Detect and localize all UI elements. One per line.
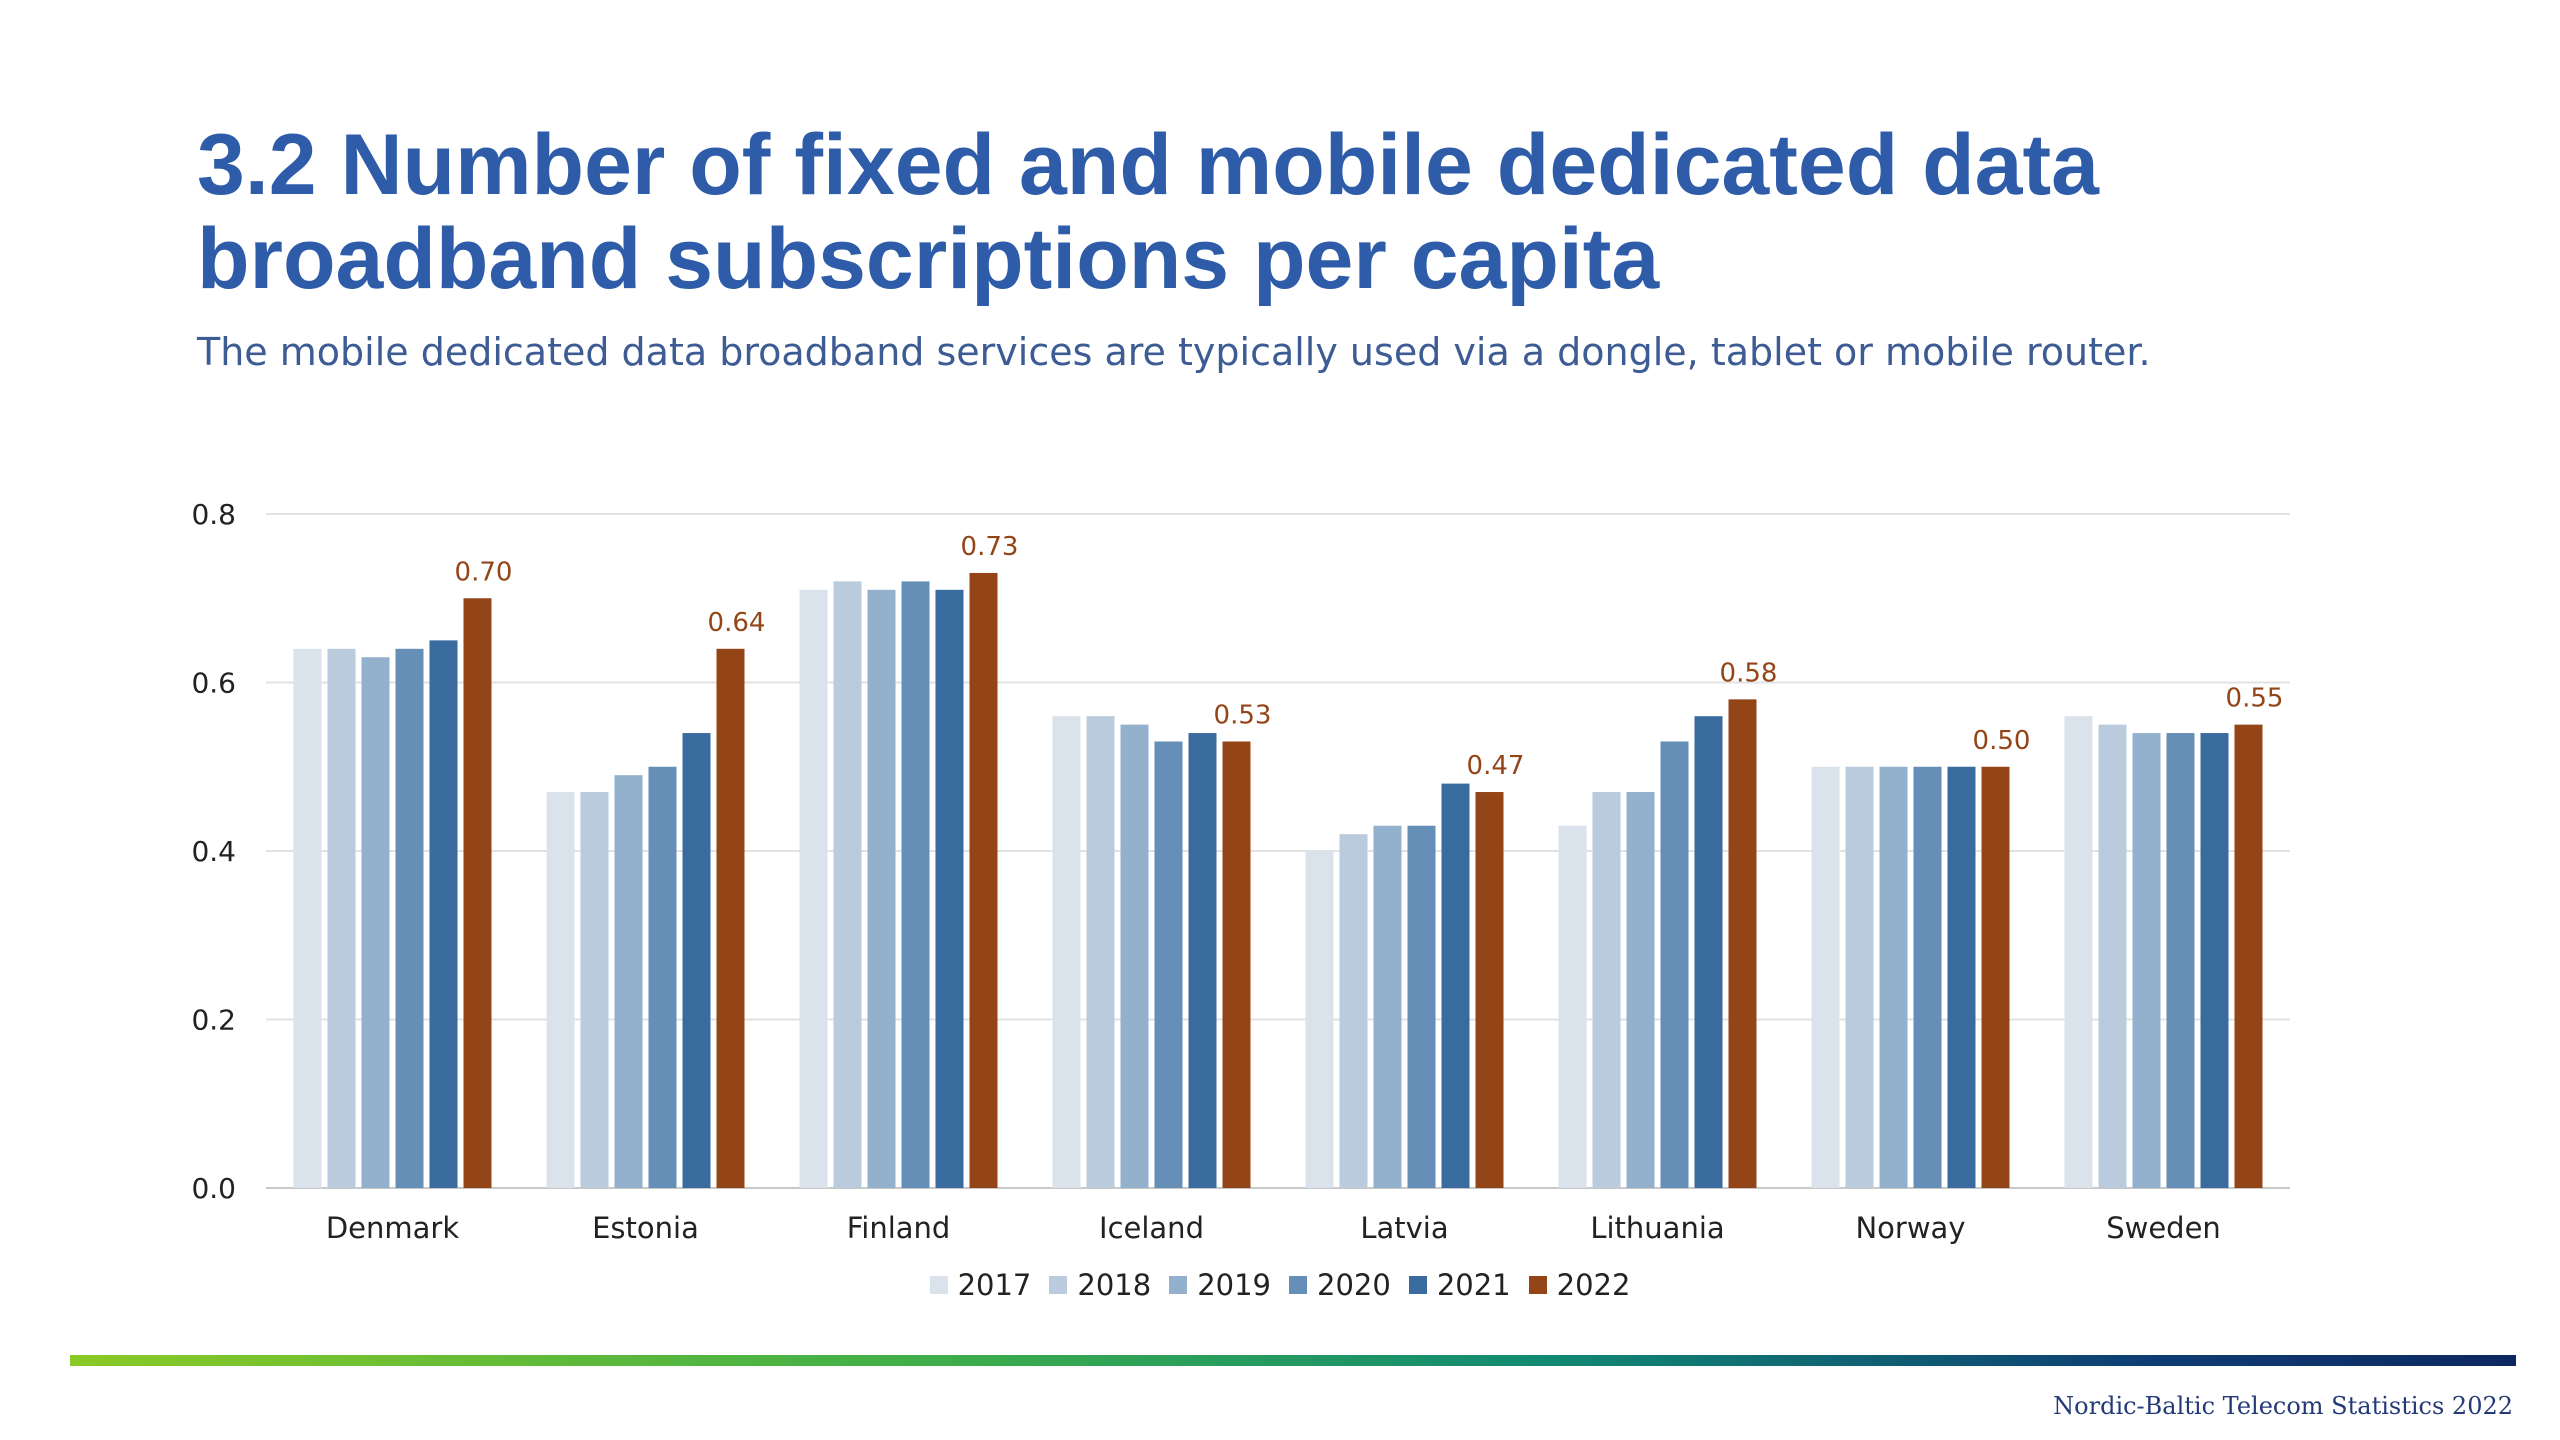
x-tick-label: Finland	[847, 1211, 951, 1245]
legend-item: 2020	[1289, 1268, 1391, 1302]
bar-2017-norway	[1811, 766, 1840, 1188]
bar-2020-denmark	[395, 648, 424, 1188]
bar-2018-lithuania	[1592, 792, 1621, 1188]
data-label: 0.53	[1214, 700, 1272, 730]
x-tick-label: Lithuania	[1590, 1211, 1724, 1245]
legend-swatch	[929, 1276, 948, 1294]
y-tick-label: 0.6	[191, 667, 236, 700]
x-tick-label: Sweden	[2106, 1211, 2221, 1245]
bar-2019-sweden	[2132, 733, 2161, 1188]
bar-2018-norway	[1845, 766, 1874, 1188]
legend-label: 2019	[1197, 1268, 1271, 1302]
chart-legend: 2017 2018 2019 2020 2021 2022	[0, 1268, 2560, 1302]
bar-2021-norway	[1947, 766, 1976, 1188]
bar-2020-iceland	[1154, 741, 1183, 1188]
bar-2017-finland	[799, 589, 828, 1188]
data-label: 0.47	[1467, 751, 1525, 781]
bar-2021-lithuania	[1694, 716, 1723, 1188]
bar-2018-iceland	[1086, 716, 1115, 1188]
bar-2022-estonia	[716, 648, 745, 1188]
footer-gradient-rule	[70, 1355, 2516, 1366]
legend-label: 2018	[1077, 1268, 1152, 1302]
bar-2021-latvia	[1441, 783, 1470, 1188]
legend-label: 2022	[1556, 1268, 1631, 1302]
bar-2021-finland	[935, 589, 964, 1188]
legend-label: 2020	[1317, 1268, 1391, 1302]
y-tick-label: 0.2	[191, 1004, 236, 1037]
legend-item: 2019	[1169, 1268, 1271, 1302]
bar-2021-sweden	[2200, 733, 2229, 1188]
data-label: 0.58	[1720, 658, 1778, 688]
legend-item: 2017	[929, 1268, 1032, 1302]
bar-2022-iceland	[1222, 741, 1251, 1188]
bar-2020-lithuania	[1660, 741, 1689, 1188]
bar-2019-denmark	[361, 657, 390, 1188]
bar-2019-finland	[867, 589, 896, 1188]
bar-2017-iceland	[1052, 716, 1081, 1188]
x-tick-label: Estonia	[592, 1211, 699, 1245]
legend-swatch	[1289, 1276, 1307, 1294]
bar-2020-norway	[1913, 766, 1942, 1188]
legend-item: 2018	[1049, 1268, 1151, 1302]
bar-2022-latvia	[1475, 792, 1504, 1188]
x-tick-label: Norway	[1855, 1211, 1965, 1245]
legend-swatch	[1169, 1276, 1188, 1294]
bar-2022-finland	[969, 572, 998, 1188]
legend-item: 2022	[1528, 1268, 1631, 1302]
bar-2022-sweden	[2234, 724, 2263, 1188]
page-subtitle: The mobile dedicated data broadband serv…	[197, 330, 2151, 374]
x-tick-label: Latvia	[1360, 1211, 1448, 1245]
bar-2020-finland	[901, 581, 930, 1188]
legend-swatch	[1049, 1276, 1068, 1294]
bar-2018-latvia	[1339, 834, 1368, 1188]
x-tick-label: Denmark	[326, 1211, 459, 1245]
bar-2017-latvia	[1305, 851, 1334, 1188]
data-label: 0.50	[1973, 726, 2031, 756]
bar-chart: 0.0 0.2 0.4 0.6 0.8 0.70 Denmark 0.64 Estonia 0.7…	[191, 498, 2290, 1245]
data-label: 0.73	[961, 532, 1019, 562]
bar-2019-estonia	[614, 775, 643, 1188]
bar-2018-finland	[833, 581, 862, 1188]
y-tick-label: 0.4	[191, 835, 236, 868]
bar-2018-sweden	[2098, 724, 2127, 1188]
legend-label: 2021	[1436, 1268, 1511, 1302]
y-tick-label: 0.8	[191, 498, 236, 531]
y-tick-label: 0.0	[191, 1172, 236, 1205]
legend-swatch	[1528, 1276, 1547, 1294]
bar-2021-estonia	[682, 733, 711, 1188]
bar-2017-sweden	[2064, 716, 2093, 1188]
bar-2018-estonia	[580, 792, 609, 1188]
page-title: 3.2 Number of fixed and mobile dedicated…	[197, 117, 2099, 307]
data-label: 0.55	[2226, 684, 2284, 714]
bar-2022-norway	[1981, 766, 2010, 1188]
bar-2022-lithuania	[1728, 699, 1757, 1188]
legend-swatch	[1408, 1276, 1427, 1294]
bar-2020-estonia	[648, 766, 677, 1188]
footer-source: Nordic-Baltic Telecom Statistics 2022	[2053, 1392, 2513, 1420]
bar-2021-denmark	[429, 640, 458, 1188]
bar-2019-norway	[1879, 766, 1908, 1188]
bar-2019-lithuania	[1626, 792, 1655, 1188]
data-label: 0.70	[455, 557, 513, 587]
legend-label: 2017	[957, 1268, 1032, 1302]
bar-2019-iceland	[1120, 724, 1149, 1188]
data-label: 0.64	[708, 608, 766, 638]
bar-2017-estonia	[546, 792, 575, 1188]
bar-2019-latvia	[1373, 825, 1402, 1188]
bar-2017-denmark	[293, 648, 322, 1188]
x-tick-label: Iceland	[1099, 1211, 1204, 1245]
bar-2021-iceland	[1188, 733, 1217, 1188]
bar-2018-denmark	[327, 648, 356, 1188]
bar-2020-sweden	[2166, 733, 2195, 1188]
bar-2020-latvia	[1407, 825, 1436, 1188]
bar-2017-lithuania	[1558, 825, 1587, 1188]
bar-2022-denmark	[463, 598, 492, 1188]
legend-item: 2021	[1408, 1268, 1511, 1302]
